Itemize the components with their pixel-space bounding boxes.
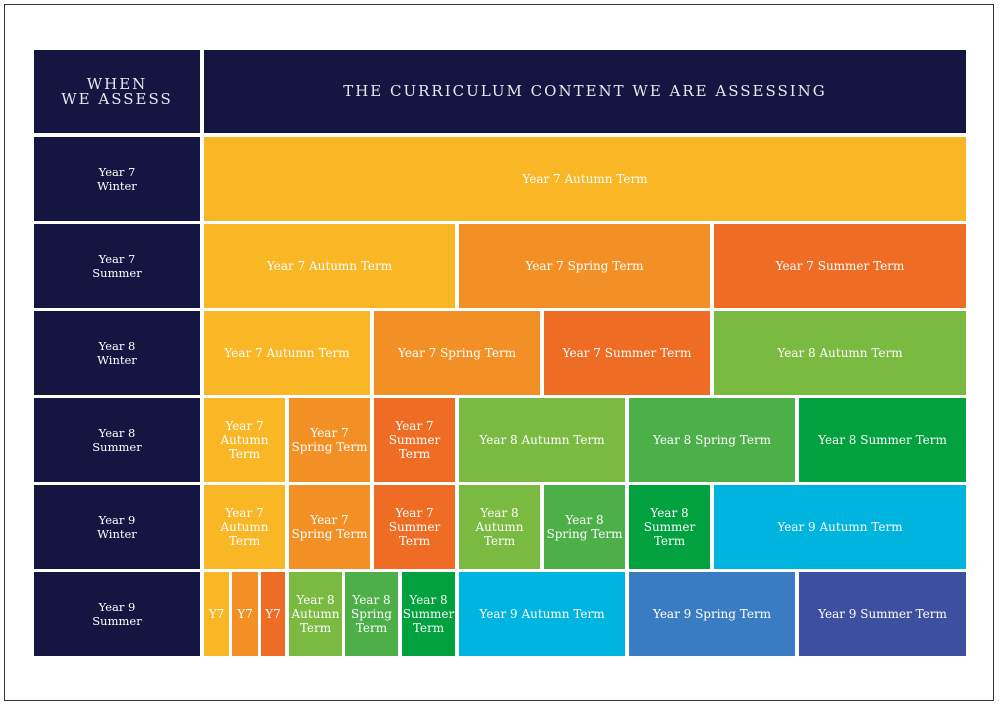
term-block-y9-autumn: Year 9 Autumn Term <box>459 572 625 656</box>
term-block-y7-autumn: Year 7 Autumn Term <box>204 485 285 569</box>
row-label: Year 8 Summer <box>34 398 200 482</box>
term-block-y7-spring: Y7 <box>232 572 258 656</box>
row-label: Year 8 Winter <box>34 311 200 395</box>
term-block-y9-summer: Year 9 Summer Term <box>799 572 966 656</box>
term-block-y8-spring: Year 8 Spring Term <box>345 572 398 656</box>
term-block-y8-autumn: Year 8 Autumn Term <box>714 311 966 395</box>
term-block-y8-summer: Year 8 Summer Term <box>799 398 966 482</box>
term-block-y7-autumn: Y7 <box>204 572 229 656</box>
term-block-y8-autumn: Year 8 Autumn Term <box>459 485 540 569</box>
term-block-y8-summer: Year 8 Summer Term <box>402 572 455 656</box>
row-label: Year 7 Summer <box>34 224 200 308</box>
term-block-y8-autumn: Year 8 Autumn Term <box>289 572 342 656</box>
term-block-y7-summer: Year 7 Summer Term <box>374 398 455 482</box>
term-block-y7-autumn: Year 7 Autumn Term <box>204 224 455 308</box>
term-block-y7-summer: Year 7 Summer Term <box>544 311 710 395</box>
row-label: Year 9 Summer <box>34 572 200 656</box>
term-block-y7-summer: Year 7 Summer Term <box>714 224 966 308</box>
term-block-y7-summer: Year 7 Summer Term <box>374 485 455 569</box>
term-block-y9-autumn: Year 9 Autumn Term <box>714 485 966 569</box>
term-block-y7-autumn: Year 7 Autumn Term <box>204 137 966 221</box>
term-block-y8-summer: Year 8 Summer Term <box>629 485 710 569</box>
term-block-y9-spring: Year 9 Spring Term <box>629 572 795 656</box>
term-block-y7-autumn: Year 7 Autumn Term <box>204 398 285 482</box>
row-label: Year 7 Winter <box>34 137 200 221</box>
term-block-y7-autumn: Year 7 Autumn Term <box>204 311 370 395</box>
term-block-y7-spring: Year 7 Spring Term <box>374 311 540 395</box>
header-when-we-assess: WHEN WE ASSESS <box>34 50 200 133</box>
term-block-y7-summer: Y7 <box>261 572 285 656</box>
page-frame <box>4 4 994 701</box>
row-label: Year 9 Winter <box>34 485 200 569</box>
term-block-y7-spring: Year 7 Spring Term <box>289 485 370 569</box>
term-block-y8-spring: Year 8 Spring Term <box>544 485 625 569</box>
term-block-y7-spring: Year 7 Spring Term <box>289 398 370 482</box>
term-block-y8-spring: Year 8 Spring Term <box>629 398 795 482</box>
header-curriculum-content: THE CURRICULUM CONTENT WE ARE ASSESSING <box>204 50 966 133</box>
term-block-y7-spring: Year 7 Spring Term <box>459 224 710 308</box>
term-block-y8-autumn: Year 8 Autumn Term <box>459 398 625 482</box>
